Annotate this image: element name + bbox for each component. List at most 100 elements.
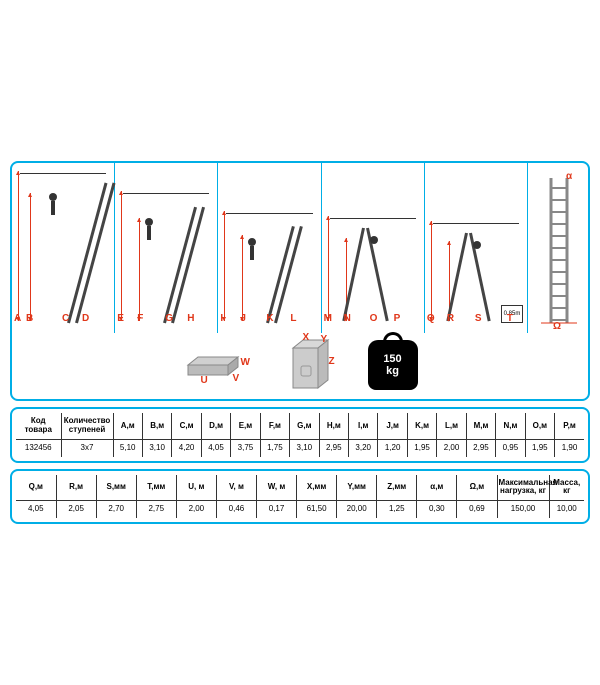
table-header: W, м bbox=[256, 475, 296, 501]
table-cell: 0,30 bbox=[417, 501, 457, 518]
dim-label: K bbox=[266, 313, 273, 324]
weight-unit: kg bbox=[386, 365, 399, 377]
dim-label: O bbox=[370, 313, 378, 324]
specs-table-2-panel: Q,мR,мS,ммT,ммU, мV, мW, мX,ммY,ммZ,ммα,… bbox=[10, 469, 590, 524]
table-cell: 4,05 bbox=[201, 439, 230, 456]
diagram-cell: E F G H bbox=[115, 163, 218, 333]
dim-label: H bbox=[187, 313, 194, 324]
diagram-cell: αΩ bbox=[528, 163, 588, 333]
table-header: I,м bbox=[349, 413, 378, 439]
dim-label: Ω bbox=[553, 321, 561, 332]
table-header: R,м bbox=[56, 475, 96, 501]
dim-W: W bbox=[241, 357, 250, 368]
table-cell: 2,95 bbox=[319, 439, 348, 456]
dim-U: U bbox=[201, 375, 208, 386]
table-cell: 0,46 bbox=[216, 501, 256, 518]
diagram-cell: 0.85mQRST bbox=[425, 163, 528, 333]
table-header: U, м bbox=[176, 475, 216, 501]
table-header: Ω,м bbox=[457, 475, 497, 501]
table-header: F,м bbox=[260, 413, 289, 439]
dim-X: X bbox=[303, 332, 310, 343]
table-header: Y,мм bbox=[337, 475, 377, 501]
table-cell: 1,20 bbox=[378, 439, 407, 456]
table-header: Количество ступеней bbox=[61, 413, 113, 439]
profile-box-1: U V W bbox=[183, 345, 253, 385]
table-cell: 2,95 bbox=[466, 439, 495, 456]
table-cell: 4,20 bbox=[172, 439, 201, 456]
table-cell: 2,00 bbox=[176, 501, 216, 518]
table-cell: 1,90 bbox=[555, 439, 584, 456]
table-header: B,м bbox=[142, 413, 171, 439]
table-cell: 1,95 bbox=[407, 439, 436, 456]
table-cell: 3x7 bbox=[61, 439, 113, 456]
table-header: C,м bbox=[172, 413, 201, 439]
dim-label: M bbox=[324, 313, 332, 324]
table-cell: 3,10 bbox=[142, 439, 171, 456]
dim-Y: Y bbox=[321, 334, 328, 345]
table-cell: 5,10 bbox=[113, 439, 142, 456]
dim-label: P bbox=[394, 313, 401, 324]
table-header: Q,м bbox=[16, 475, 56, 501]
table-header: J,м bbox=[378, 413, 407, 439]
specs-table-2: Q,мR,мS,ммT,ммU, мV, мW, мX,ммY,ммZ,ммα,… bbox=[16, 475, 584, 518]
table-header: G,м bbox=[290, 413, 319, 439]
table-header: V, м bbox=[216, 475, 256, 501]
table-header: S,мм bbox=[96, 475, 136, 501]
table-header: E,м bbox=[231, 413, 260, 439]
table-cell: 2,05 bbox=[56, 501, 96, 518]
dim-label: Q bbox=[427, 313, 435, 324]
specs-table-1-panel: Код товараКоличество ступенейA,мB,мC,мD,… bbox=[10, 407, 590, 462]
table-header: P,м bbox=[555, 413, 584, 439]
dim-label: R bbox=[447, 313, 454, 324]
table-cell: 1,95 bbox=[525, 439, 554, 456]
dim-label: E bbox=[117, 313, 124, 324]
dim-label: N bbox=[344, 313, 351, 324]
table-cell: 0,69 bbox=[457, 501, 497, 518]
table-cell: 132456 bbox=[16, 439, 61, 456]
table-cell: 1,25 bbox=[377, 501, 417, 518]
table-header: T,мм bbox=[136, 475, 176, 501]
diagram-cell: ABCD bbox=[12, 163, 115, 333]
profile-box-2: X Y Z bbox=[283, 338, 338, 393]
dim-label: α bbox=[566, 171, 572, 182]
table-cell: 0,95 bbox=[496, 439, 525, 456]
specs-table-1: Код товараКоличество ступенейA,мB,мC,мD,… bbox=[16, 413, 584, 456]
dim-label: A bbox=[14, 313, 21, 324]
dim-label: B bbox=[26, 313, 33, 324]
dim-label: J bbox=[240, 313, 246, 324]
table-header: K,м bbox=[407, 413, 436, 439]
table-cell: 10,00 bbox=[549, 501, 584, 518]
table-cell: 3,10 bbox=[290, 439, 319, 456]
table-header: D,м bbox=[201, 413, 230, 439]
table-header: M,м bbox=[466, 413, 495, 439]
dim-label: L bbox=[290, 313, 296, 324]
diagram-cell: IJKL bbox=[218, 163, 321, 333]
table-header: L,м bbox=[437, 413, 466, 439]
table-cell: 150,00 bbox=[497, 501, 549, 518]
table-cell: 20,00 bbox=[337, 501, 377, 518]
table-cell: 0,17 bbox=[256, 501, 296, 518]
weight-value: 150 bbox=[383, 353, 401, 365]
dim-label: F bbox=[137, 313, 143, 324]
table-header: A,м bbox=[113, 413, 142, 439]
dim-label: G bbox=[165, 313, 173, 324]
diagram-cell: M N O P bbox=[322, 163, 425, 333]
table-cell: 3,20 bbox=[349, 439, 378, 456]
table-cell: 2,00 bbox=[437, 439, 466, 456]
table-header: Максимальная нагрузка, кг bbox=[497, 475, 549, 501]
table-cell: 3,75 bbox=[231, 439, 260, 456]
table-cell: 1,75 bbox=[260, 439, 289, 456]
table-header: O,м bbox=[525, 413, 554, 439]
weight-badge: 150 kg bbox=[368, 340, 418, 390]
table-header: Масса, кг bbox=[549, 475, 584, 501]
dim-V: V bbox=[233, 373, 240, 384]
table-header: H,м bbox=[319, 413, 348, 439]
dim-label: S bbox=[475, 313, 482, 324]
dim-Z: Z bbox=[329, 356, 335, 367]
table-cell: 61,50 bbox=[297, 501, 337, 518]
bottom-icons: U V W X Y Z 150 kg bbox=[12, 335, 588, 395]
dim-label: C bbox=[62, 313, 69, 324]
table-header: α,м bbox=[417, 475, 457, 501]
table-header: Код товара bbox=[16, 413, 61, 439]
table-header: N,м bbox=[496, 413, 525, 439]
